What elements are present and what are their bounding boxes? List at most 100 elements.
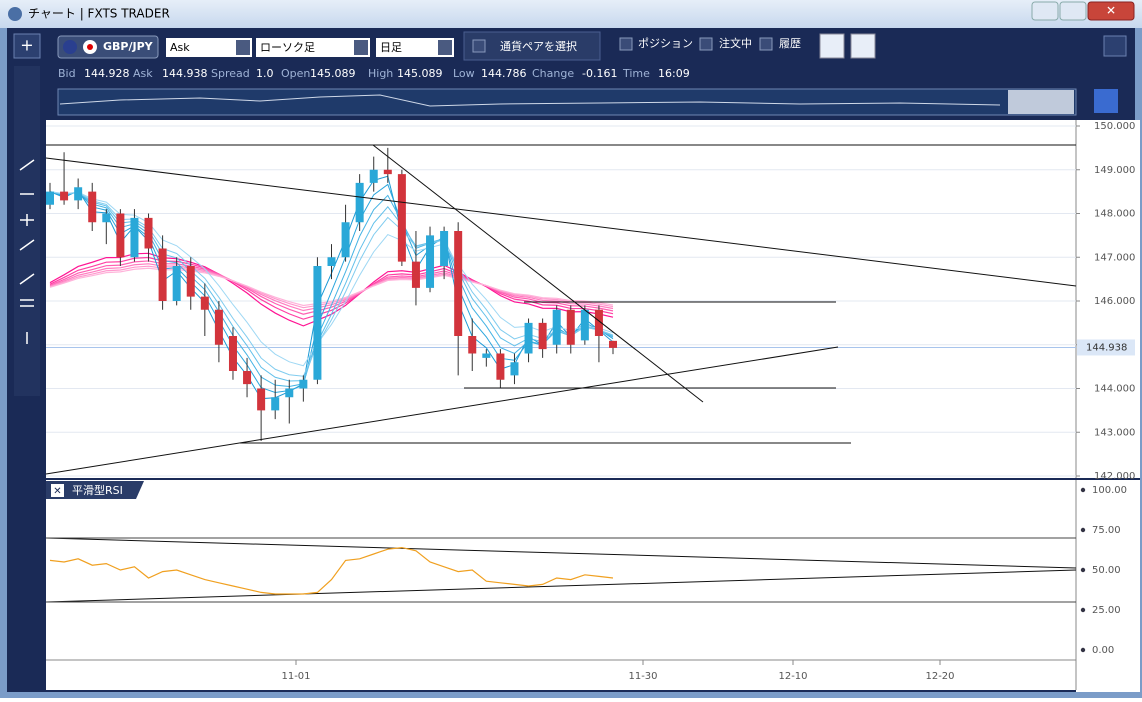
candle-body (411, 261, 420, 288)
drawings (45, 144, 1077, 603)
candle-body (552, 309, 561, 345)
candle-body (355, 182, 364, 223)
quote-label: Open (281, 67, 310, 80)
candle-body (214, 309, 223, 345)
y-tick-label: 149.000 (1094, 165, 1135, 176)
candle-body (327, 257, 336, 266)
quote-value: 144.786 (481, 67, 527, 80)
ribbon-line (49, 191, 614, 387)
rsi-tick-label: 25.00 (1092, 605, 1121, 616)
tool-icons (19, 159, 35, 344)
close[interactable] (1087, 1, 1135, 21)
chart-type: ローソク足 (260, 41, 315, 54)
ribbon-line (49, 191, 614, 367)
candle-body (538, 322, 547, 350)
detach-button[interactable] (1103, 35, 1127, 57)
indicator-title: 平滑型RSI (72, 483, 123, 497)
select-pair: 通貨ペアを選択 (500, 39, 577, 53)
chart-select[interactable] (256, 38, 370, 57)
checkbox[interactable] (759, 37, 773, 51)
candle-body (285, 388, 294, 398)
current-price-box (1077, 339, 1135, 356)
period: 日足 (380, 41, 402, 54)
period-select[interactable] (376, 38, 454, 57)
checkbox[interactable] (472, 39, 486, 53)
candle-body (271, 397, 280, 411)
date-axis (46, 660, 1076, 690)
candle-body (594, 309, 603, 336)
checkbox[interactable] (619, 37, 633, 51)
candle-body (186, 266, 195, 297)
x-tick-label: 12-10 (778, 671, 807, 682)
candle-body (88, 191, 97, 223)
tick-mark (1080, 647, 1086, 653)
candle-body (383, 169, 392, 175)
quote-label: Low (453, 67, 475, 80)
candle-body (116, 213, 125, 258)
select-pair-button[interactable] (463, 31, 601, 61)
ribbon-line (49, 267, 614, 307)
zoom-button[interactable] (1094, 89, 1118, 113)
ribbon-line (49, 191, 614, 382)
rsi-tick-label: 0.00 (1092, 645, 1114, 656)
candle-body (172, 266, 181, 301)
candle-body (243, 371, 252, 385)
quote-value: 145.089 (310, 67, 356, 80)
current-price-label: 144.938 (1086, 342, 1127, 353)
candle-body (60, 191, 69, 201)
candle-body (496, 353, 505, 380)
add-button[interactable] (13, 33, 41, 59)
minimize[interactable] (1031, 1, 1059, 21)
candle-body (313, 266, 322, 380)
tool-button[interactable] (850, 33, 876, 59)
quote-label: Bid (58, 67, 76, 80)
y-tick-label: 148.000 (1094, 209, 1135, 220)
tool-button[interactable] (819, 33, 845, 59)
quote-value: 16:09 (658, 67, 690, 80)
close-x: ✕ (1106, 4, 1116, 18)
candle-body (609, 340, 617, 348)
candle-body (158, 248, 167, 301)
flag-gb (63, 40, 77, 54)
price-select[interactable] (166, 38, 252, 57)
navigator-line (59, 94, 1001, 107)
tick-mark (1080, 487, 1086, 493)
candle-body (299, 379, 308, 389)
rsi-line (49, 546, 614, 595)
candle-body (341, 222, 350, 258)
maximize[interactable] (1059, 1, 1087, 21)
pair-button[interactable] (57, 35, 159, 59)
candle-body (580, 309, 589, 341)
rsi-tick-label: 50.00 (1092, 565, 1121, 576)
candle-body (200, 296, 209, 310)
candle-body (46, 191, 54, 205)
ribbon-line (49, 260, 614, 315)
tick-mark (1080, 607, 1086, 613)
price-axis (1076, 120, 1140, 692)
candle-body (510, 362, 519, 376)
indicator-tab[interactable] (46, 481, 144, 499)
y-tick-label: 144.000 (1094, 384, 1135, 395)
ribbon-line (49, 265, 614, 309)
candle-body (102, 213, 111, 223)
rsi-tick-label: 75.00 (1092, 525, 1121, 536)
x-tick-label: 11-30 (628, 671, 657, 682)
candle-body (74, 187, 83, 201)
title-bar (0, 0, 1142, 28)
quote-label: High (368, 67, 393, 80)
candle-body (228, 336, 237, 371)
check-label: ポジション (638, 37, 693, 50)
y-tick-label: 142.000 (1094, 471, 1135, 482)
price-type: Ask (170, 41, 190, 54)
ribbon-line (49, 183, 614, 393)
candle-body (397, 174, 406, 262)
candle-body (454, 231, 463, 336)
checkbox[interactable] (699, 37, 713, 51)
y-tick-label: 147.000 (1094, 252, 1135, 263)
quote-value: 1.0 (256, 67, 274, 80)
x-tick-label: 12-20 (925, 671, 954, 682)
candle-body (426, 235, 435, 288)
navigator[interactable] (57, 88, 1077, 116)
indicator-close[interactable] (51, 484, 64, 497)
navigator-window[interactable] (1008, 90, 1074, 114)
